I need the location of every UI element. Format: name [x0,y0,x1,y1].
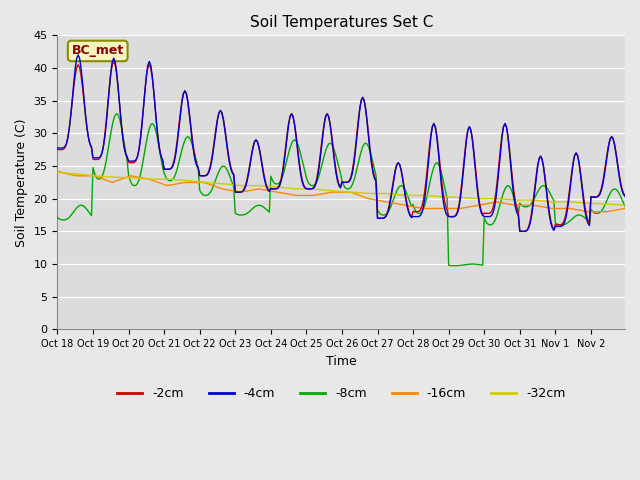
Text: BC_met: BC_met [72,45,124,58]
Legend: -2cm, -4cm, -8cm, -16cm, -32cm: -2cm, -4cm, -8cm, -16cm, -32cm [112,383,570,406]
Title: Soil Temperatures Set C: Soil Temperatures Set C [250,15,433,30]
Y-axis label: Soil Temperature (C): Soil Temperature (C) [15,118,28,247]
X-axis label: Time: Time [326,355,356,368]
